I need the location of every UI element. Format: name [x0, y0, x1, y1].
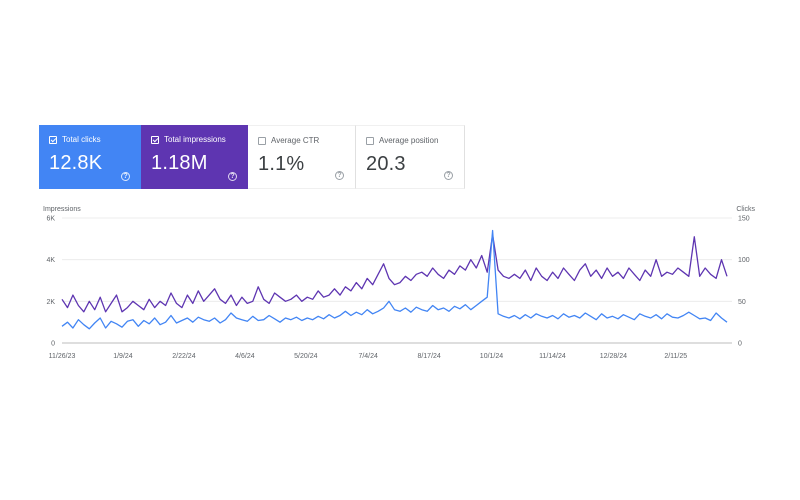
x-tick-label: 5/20/24	[294, 353, 317, 360]
right-axis-ticks: 0 50 100 150	[738, 216, 750, 348]
help-icon[interactable]: ?	[228, 172, 237, 181]
x-tick-label: 11/14/24	[539, 353, 566, 360]
series-line-total-clicks	[61, 229, 728, 330]
checkbox-unchecked-icon[interactable]	[366, 136, 374, 145]
left-axis-title: Impressions	[43, 206, 81, 213]
metric-label: Average CTR	[271, 136, 320, 145]
x-tick-label: 2/11/25	[664, 353, 687, 360]
x-tick-label: 8/17/24	[417, 353, 440, 360]
left-tick-label: 0	[51, 341, 55, 348]
help-icon[interactable]: ?	[335, 171, 344, 180]
checkbox-unchecked-icon[interactable]	[258, 136, 266, 145]
right-tick-label: 150	[738, 216, 750, 223]
metric-value: 1.18M	[151, 152, 208, 174]
metric-value: 12.8K	[49, 152, 103, 174]
x-tick-label: 11/26/23	[49, 353, 76, 360]
left-axis-ticks: 0 2K 4K 6K	[46, 216, 55, 348]
x-axis-ticks: 11/26/23 1/9/24 2/22/24 4/6/24 5/20/24 7/4/24…	[49, 353, 688, 360]
metric-value: 20.3	[366, 153, 406, 175]
checkbox-checked-icon[interactable]	[151, 135, 159, 144]
metric-card-average-ctr[interactable]: Average CTR 1.1% ?	[248, 125, 356, 189]
metric-card-total-impressions[interactable]: Total impressions 1.18M ?	[141, 125, 248, 189]
x-tick-label: 2/22/24	[172, 353, 195, 360]
x-tick-label: 10/1/24	[480, 353, 503, 360]
left-tick-label: 4K	[46, 257, 55, 264]
left-tick-label: 2K	[46, 299, 55, 306]
metric-label: Total impressions	[164, 135, 226, 144]
series-line-total-impressions	[61, 234, 728, 313]
help-icon[interactable]: ?	[121, 172, 130, 181]
x-tick-label: 1/9/24	[113, 353, 133, 360]
metric-label: Average position	[379, 136, 439, 145]
right-axis-title: Clicks	[736, 206, 755, 213]
metric-card-average-position[interactable]: Average position 20.3 ?	[356, 125, 465, 189]
right-tick-label: 100	[738, 257, 750, 264]
left-tick-label: 6K	[46, 216, 55, 223]
right-tick-label: 50	[738, 299, 746, 306]
right-tick-label: 0	[738, 341, 742, 348]
chart-lines	[61, 229, 728, 330]
x-tick-label: 7/4/24	[358, 353, 378, 360]
metric-value: 1.1%	[258, 153, 305, 175]
x-tick-label: 4/6/24	[235, 353, 255, 360]
help-icon[interactable]: ?	[444, 171, 453, 180]
x-tick-label: 12/28/24	[600, 353, 627, 360]
checkbox-checked-icon[interactable]	[49, 135, 57, 144]
performance-chart: Impressions Clicks 0 2K 4K 6K 0 50 100 150 11/…	[43, 206, 755, 360]
metric-card-total-clicks[interactable]: Total clicks 12.8K ?	[39, 125, 141, 189]
chart-grid	[62, 217, 732, 344]
metric-label: Total clicks	[62, 135, 101, 144]
